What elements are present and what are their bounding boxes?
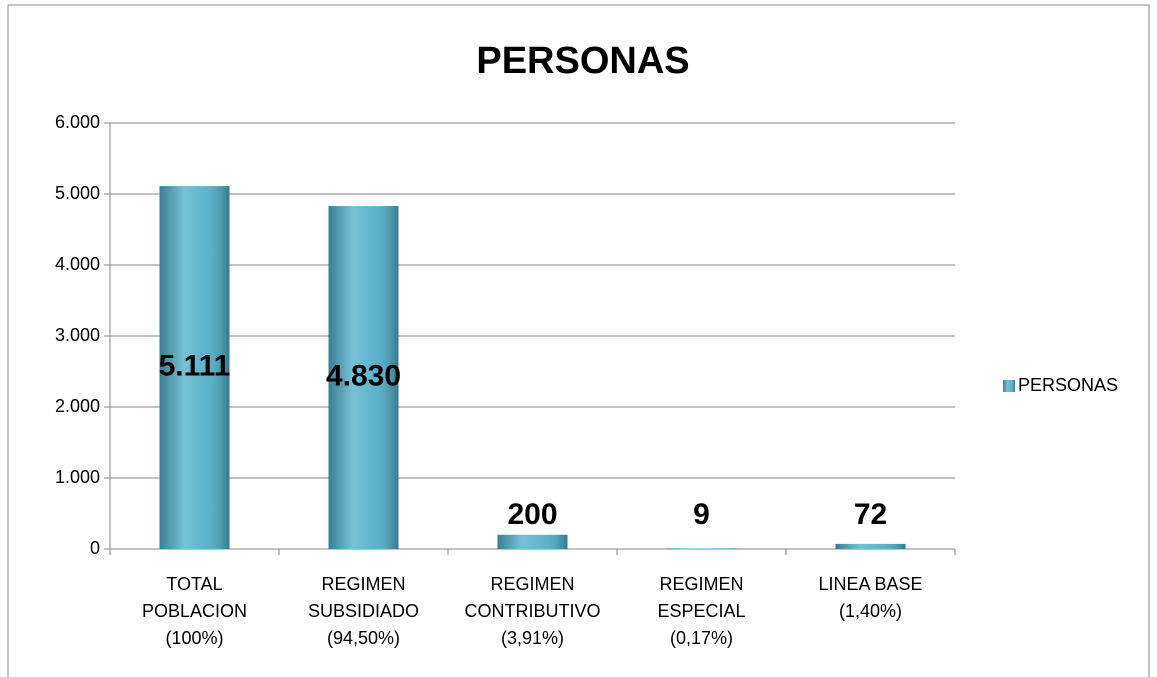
value-label: 9 bbox=[693, 498, 710, 531]
bar-shade bbox=[497, 534, 568, 549]
value-label: 72 bbox=[854, 498, 887, 531]
x-tick-label: TOTAL bbox=[166, 574, 222, 594]
y-tick-label: 5.000 bbox=[55, 183, 100, 203]
value-label: 200 bbox=[507, 498, 557, 531]
legend-label: PERSONAS bbox=[1018, 375, 1118, 395]
x-tick-label: REGIMEN bbox=[490, 574, 574, 594]
bar-shade bbox=[328, 206, 399, 549]
y-tick-label: 2.000 bbox=[55, 396, 100, 416]
x-tick-label: CONTRIBUTIVO bbox=[464, 601, 600, 621]
x-tick-label: LINEA BASE bbox=[818, 574, 922, 594]
x-tick-label: REGIMEN bbox=[321, 574, 405, 594]
x-tick-label: ESPECIAL bbox=[657, 601, 745, 621]
y-tick-label: 0 bbox=[90, 538, 100, 558]
chart-title: PERSONAS bbox=[476, 40, 689, 82]
x-tick-label: REGIMEN bbox=[659, 574, 743, 594]
legend-swatch-shade bbox=[1003, 380, 1015, 392]
x-tick-label: (94,50%) bbox=[327, 628, 400, 648]
y-tick-label: 6.000 bbox=[55, 112, 100, 132]
y-tick-label: 3.000 bbox=[55, 325, 100, 345]
chart-border bbox=[7, 4, 1150, 677]
value-label: 4.830 bbox=[326, 359, 401, 392]
bar-shade bbox=[835, 543, 906, 549]
x-tick-label: SUBSIDIADO bbox=[308, 601, 419, 621]
bar-shade bbox=[159, 186, 230, 549]
x-tick-label: POBLACION bbox=[142, 601, 247, 621]
x-tick-label: (3,91%) bbox=[501, 628, 564, 648]
x-tick-label: (100%) bbox=[165, 628, 223, 648]
x-tick-label: (0,17%) bbox=[670, 628, 733, 648]
bar-shade bbox=[666, 548, 737, 549]
y-tick-label: 1.000 bbox=[55, 467, 100, 487]
x-tick-label: (1,40%) bbox=[839, 601, 902, 621]
value-label: 5.111 bbox=[159, 349, 231, 382]
y-tick-label: 4.000 bbox=[55, 254, 100, 274]
